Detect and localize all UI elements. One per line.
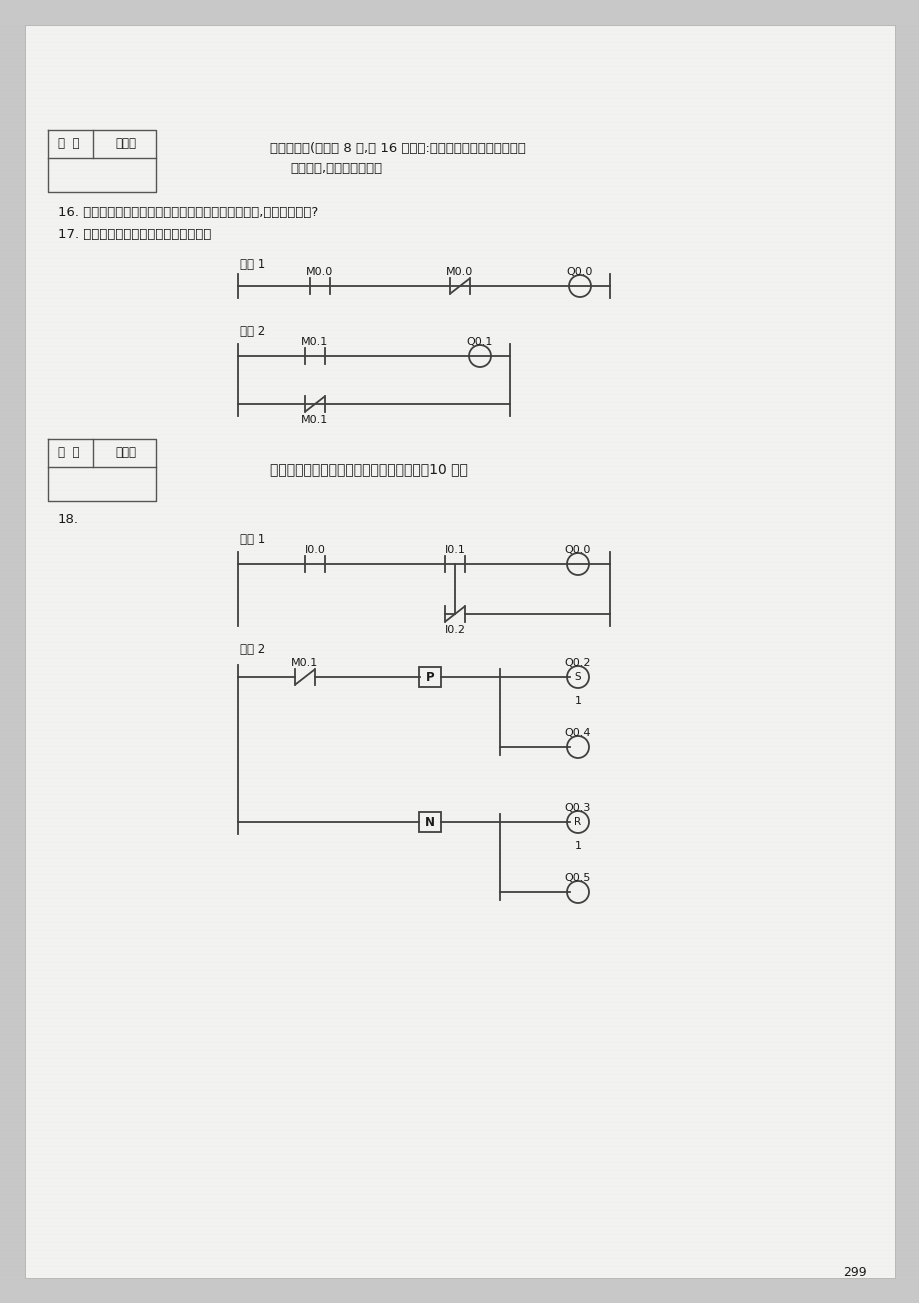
Text: M0.1: M0.1 — [291, 658, 318, 668]
Text: P: P — [425, 671, 434, 684]
Text: Q0.2: Q0.2 — [564, 658, 591, 668]
Text: 网络 1: 网络 1 — [240, 258, 265, 271]
Text: I0.0: I0.0 — [304, 545, 325, 555]
Text: M0.0: M0.0 — [446, 267, 473, 278]
Text: I0.2: I0.2 — [444, 625, 465, 635]
Text: 得  分: 得 分 — [58, 447, 79, 460]
Text: Q0.5: Q0.5 — [564, 873, 591, 883]
Text: S: S — [574, 672, 581, 681]
Text: M0.0: M0.0 — [306, 267, 334, 278]
Text: R: R — [573, 817, 581, 827]
Text: 评卷人: 评卷人 — [115, 137, 136, 150]
Text: N: N — [425, 816, 435, 829]
Text: 16. 电磁式继电器与电磁式接触器同是用来通断电路的,它们有何不同?: 16. 电磁式继电器与电磁式接触器同是用来通断电路的,它们有何不同? — [58, 206, 318, 219]
FancyBboxPatch shape — [25, 25, 894, 1278]
Text: 18.: 18. — [58, 512, 79, 525]
Bar — [418, 667, 440, 687]
Text: Q0.1: Q0.1 — [466, 337, 493, 347]
Text: 四、根据梯形图写出对应的语句表指令。（10 分）: 四、根据梯形图写出对应的语句表指令。（10 分） — [269, 463, 468, 476]
Text: 评卷人: 评卷人 — [115, 447, 136, 460]
Text: 299: 299 — [843, 1265, 866, 1278]
Text: 17. 试分析以下梯形图实现的基本功能。: 17. 试分析以下梯形图实现的基本功能。 — [58, 228, 211, 241]
Bar — [418, 812, 440, 833]
Text: 网络 2: 网络 2 — [240, 324, 265, 337]
Text: 网络 2: 网络 2 — [240, 642, 265, 655]
Text: 语言解答,意思正确即可）: 语言解答,意思正确即可） — [289, 162, 381, 175]
Text: 得  分: 得 分 — [58, 137, 79, 150]
Text: I0.1: I0.1 — [444, 545, 465, 555]
Text: 网络 1: 网络 1 — [240, 533, 265, 546]
Text: M0.1: M0.1 — [301, 414, 328, 425]
Text: 1: 1 — [573, 840, 581, 851]
Text: Q0.3: Q0.3 — [564, 803, 591, 813]
Text: 1: 1 — [573, 696, 581, 706]
Text: Q0.0: Q0.0 — [564, 545, 591, 555]
Text: Q0.4: Q0.4 — [564, 728, 591, 737]
Text: Q0.0: Q0.0 — [566, 267, 593, 278]
Text: M0.1: M0.1 — [301, 337, 328, 347]
Text: 三、简答题(每小题 8 分,共 16 分。注:此题同学们可接自己理解的: 三、简答题(每小题 8 分,共 16 分。注:此题同学们可接自己理解的 — [269, 142, 526, 155]
